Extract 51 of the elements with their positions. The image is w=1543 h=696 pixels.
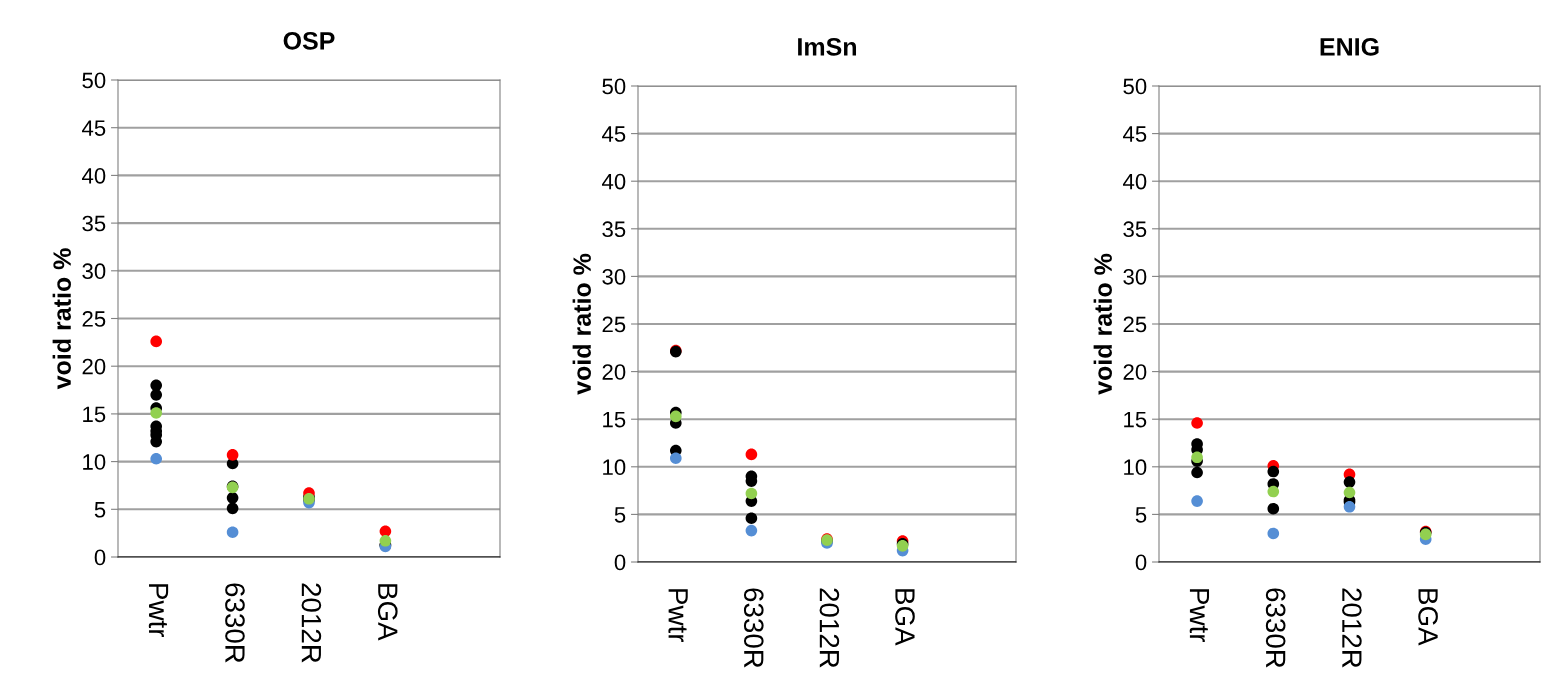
- y-tick-label: 40: [81, 167, 106, 184]
- y-tick-label: 20: [82, 358, 106, 375]
- y-tick-label: 25: [602, 316, 626, 333]
- y-tick-label: 10: [83, 454, 106, 470]
- x-tick-label: 6330R: [1265, 588, 1286, 668]
- y-tick-label: 30: [82, 263, 106, 280]
- y-tick-label: 25: [1123, 316, 1147, 333]
- y-tick-label: 50: [602, 78, 626, 95]
- x-tick-label: 2012R: [301, 583, 322, 663]
- y-tick-label: 45: [601, 126, 626, 142]
- x-tick-label: BGA: [895, 589, 915, 646]
- y-tick-label: 0: [1135, 554, 1147, 571]
- y-tick-label: 25: [82, 311, 106, 327]
- y-tick-label: 30: [1123, 268, 1147, 285]
- x-tick-label: Pwtr: [668, 589, 688, 643]
- y-tick-label: 15: [1124, 411, 1147, 428]
- y-tick-label: 45: [81, 120, 106, 136]
- y-tick-label: 40: [601, 173, 626, 190]
- y-tick-label: 0: [614, 554, 626, 571]
- y-tick-label: 10: [603, 459, 626, 476]
- y-tick-label: 0: [94, 549, 106, 566]
- y-tick-label: 40: [1122, 173, 1147, 190]
- x-tick-label: 2012R: [819, 588, 840, 668]
- chart-title: OSP: [283, 31, 335, 50]
- y-tick-label: 5: [614, 507, 626, 523]
- y-tick-label: 35: [1123, 221, 1147, 238]
- y-tick-label: 50: [82, 72, 106, 89]
- chart-title: ImSn: [798, 37, 857, 56]
- y-tick-label: 30: [602, 268, 626, 285]
- y-tick-label: 15: [603, 411, 626, 428]
- x-tick-label: 6330R: [225, 583, 245, 663]
- x-tick-label: BGA: [377, 584, 398, 641]
- y-tick-label: 10: [1124, 459, 1147, 476]
- y-tick-label: 45: [1122, 126, 1147, 142]
- y-tick-label: 50: [1123, 78, 1147, 95]
- x-tick-label: Pwtr: [1189, 589, 1210, 643]
- y-axis-title: void ratio %: [1093, 253, 1112, 395]
- y-tick-label: 5: [94, 502, 106, 518]
- y-tick-label: 15: [83, 406, 106, 423]
- y-tick-label: 35: [602, 221, 626, 238]
- y-axis-title: void ratio %: [572, 253, 591, 395]
- chart-title: ENIG: [1320, 37, 1379, 56]
- x-tick-label: 2012R: [1342, 588, 1362, 668]
- y-tick-label: 20: [602, 364, 626, 380]
- y-axis-title: void ratio %: [52, 248, 71, 390]
- x-tick-label: 6330R: [743, 588, 764, 668]
- x-tick-label: Pwtr: [148, 584, 169, 638]
- y-tick-label: 5: [1135, 507, 1147, 523]
- y-tick-label: 35: [82, 215, 106, 232]
- x-tick-label: BGA: [1418, 589, 1438, 646]
- y-tick-label: 20: [1123, 364, 1147, 380]
